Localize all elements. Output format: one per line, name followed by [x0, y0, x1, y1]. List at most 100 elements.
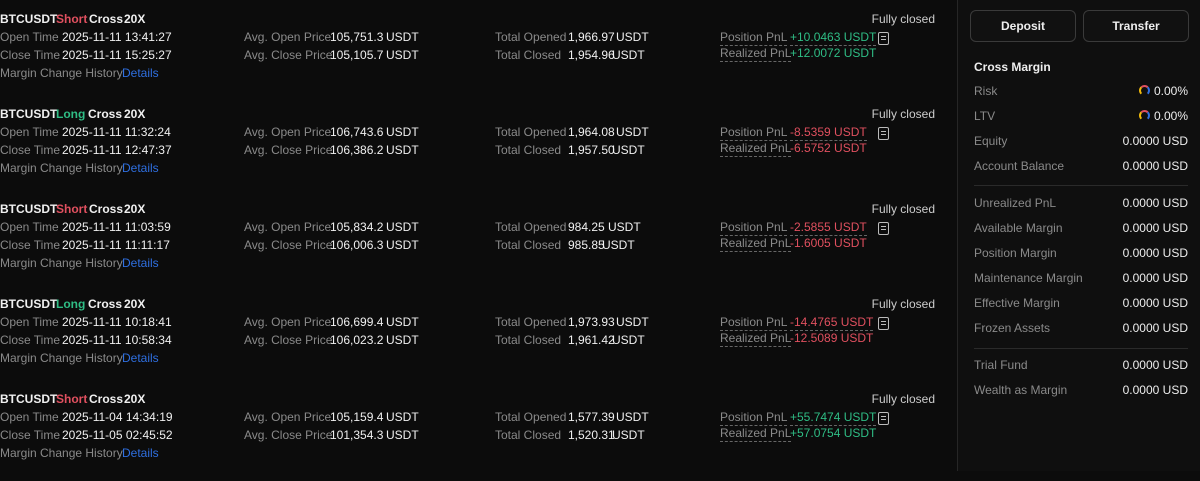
share-report-icon[interactable] — [878, 222, 889, 235]
gauge-icon — [1138, 85, 1150, 96]
total-opened-value: 1,966.97 — [568, 30, 615, 44]
row-label: Equity — [974, 134, 1008, 148]
position-pnl-label: Position PnL — [720, 125, 788, 141]
open-time-value: 2025-11-11 10:18:41 — [62, 315, 172, 329]
share-report-icon[interactable] — [878, 317, 889, 330]
close-time-value: 2025-11-11 10:58:34 — [62, 333, 172, 347]
account-row: Maintenance Margin 0.0000 USD — [974, 270, 1188, 286]
realized-pnl-value: -1.6005 USDT — [790, 236, 867, 250]
side-badge: Long — [56, 107, 86, 121]
total-closed-label: Total Closed — [495, 333, 562, 347]
share-report-icon[interactable] — [878, 412, 889, 425]
leverage: 20X — [124, 297, 146, 311]
margin-mode: Cross — [89, 202, 124, 216]
position-history-list: BTCUSDT Short Cross 20X Open Time 2025-11-11 … — [0, 11, 955, 460]
share-report-icon[interactable] — [878, 32, 889, 45]
total-opened-value: 1,973.93 — [568, 315, 615, 329]
details-link[interactable]: Details — [122, 256, 159, 270]
position-pnl-label: Position PnL — [720, 315, 788, 331]
realized-pnl-value: +12.0072 USDT — [790, 46, 877, 60]
divider — [974, 348, 1188, 349]
close-time-value: 2025-11-11 15:25:27 — [62, 48, 172, 62]
avg-open-value: 106,699.4 — [330, 315, 384, 329]
details-link[interactable]: Details — [122, 66, 159, 80]
status-label: Fully closed — [871, 297, 935, 311]
position-pnl-value: -2.5855 USDT — [790, 220, 867, 236]
side-badge: Long — [56, 297, 86, 311]
row-label: Account Balance — [974, 159, 1065, 173]
position-pnl-label: Position PnL — [720, 220, 788, 236]
row-label: LTV — [974, 109, 996, 123]
close-time-label: Close Time — [0, 333, 61, 347]
avg-close-value: 105,105.7 — [330, 48, 384, 62]
unit: USDT — [386, 333, 419, 347]
position-pnl-value: -14.4765 USDT — [790, 315, 874, 331]
avg-close-label: Avg. Close Price — [244, 143, 333, 157]
details-link[interactable]: Details — [122, 161, 159, 175]
realized-pnl-label: Realized PnL — [720, 331, 792, 347]
avg-close-label: Avg. Close Price — [244, 48, 333, 62]
position-pnl-value: -8.5359 USDT — [790, 125, 867, 141]
side-badge: Short — [56, 392, 88, 406]
account-row: Equity 0.0000 USD — [974, 133, 1188, 149]
symbol: BTCUSDT — [0, 12, 58, 26]
total-opened-label: Total Opened — [495, 315, 567, 329]
leverage: 20X — [124, 107, 146, 121]
row-label: Trial Fund — [974, 358, 1028, 372]
open-time-value: 2025-11-11 11:32:24 — [62, 125, 171, 139]
avg-open-value: 105,159.4 — [330, 410, 384, 424]
unit: USDT — [386, 220, 419, 234]
avg-open-label: Avg. Open Price — [244, 410, 332, 424]
deposit-button[interactable]: Deposit — [970, 10, 1076, 42]
leverage: 20X — [124, 202, 146, 216]
unit: USDT — [386, 143, 419, 157]
unit: USDT — [616, 125, 649, 139]
unit: USDT — [616, 30, 649, 44]
position-pnl-value: +10.0463 USDT — [790, 30, 877, 46]
value-text: 0.0000 USD — [1122, 358, 1188, 372]
close-time-value: 2025-11-05 02:45:52 — [62, 428, 173, 442]
account-row: Trial Fund 0.0000 USD — [974, 357, 1188, 373]
unit: USDT — [386, 30, 419, 44]
account-row: LTV 0.00% — [974, 108, 1188, 124]
value-text: 0.0000 USD — [1122, 321, 1188, 335]
realized-pnl-value: +57.0754 USDT — [790, 426, 877, 440]
close-time-label: Close Time — [0, 238, 61, 252]
total-closed-label: Total Closed — [495, 238, 562, 252]
side-badge: Short — [56, 202, 88, 216]
row-value: 0.0000 USD — [1123, 295, 1188, 311]
details-link[interactable]: Details — [122, 446, 159, 460]
total-opened-value: 984.25 — [568, 220, 605, 234]
transfer-button[interactable]: Transfer — [1083, 10, 1189, 42]
row-value: 0.0000 USD — [1123, 195, 1188, 211]
avg-close-value: 106,006.3 — [330, 238, 384, 252]
margin-history-label: Margin Change History — [0, 161, 123, 175]
avg-close-value: 101,354.3 — [330, 428, 384, 442]
avg-open-value: 106,743.6 — [330, 125, 384, 139]
row-value: 0.0000 USD — [1123, 133, 1188, 149]
row-value: 0.00% — [1138, 83, 1188, 99]
status-label: Fully closed — [871, 12, 935, 26]
status-label: Fully closed — [871, 202, 935, 216]
share-report-icon[interactable] — [878, 127, 889, 140]
details-link[interactable]: Details — [122, 351, 159, 365]
unit: USDT — [612, 143, 645, 157]
margin-mode: Cross — [89, 392, 124, 406]
status-label: Fully closed — [871, 392, 935, 406]
open-time-label: Open Time — [0, 125, 59, 139]
close-time-value: 2025-11-11 11:11:17 — [62, 238, 170, 252]
unit: USDT — [386, 125, 419, 139]
margin-mode: Cross — [88, 107, 123, 121]
gauge-icon — [1138, 110, 1150, 121]
avg-open-value: 105,834.2 — [330, 220, 384, 234]
cross-margin-title: Cross Margin — [974, 60, 1051, 74]
row-label: Frozen Assets — [974, 321, 1051, 335]
symbol: BTCUSDT — [0, 297, 58, 311]
avg-open-label: Avg. Open Price — [244, 125, 332, 139]
total-closed-value: 1,957.50 — [568, 143, 615, 157]
unit: USDT — [386, 428, 419, 442]
trade-row: BTCUSDT Short Cross 20X Open Time 2025-11-11 … — [0, 11, 955, 101]
row-value: 0.0000 USD — [1123, 270, 1188, 286]
account-row: Available Margin 0.0000 USD — [974, 220, 1188, 236]
symbol: BTCUSDT — [0, 202, 58, 216]
